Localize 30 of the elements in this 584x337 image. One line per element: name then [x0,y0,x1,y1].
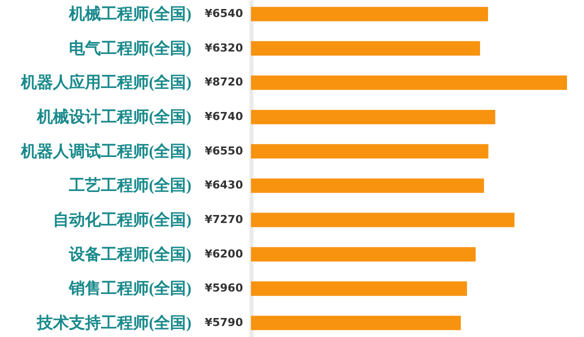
y-tick-label: 销售工程师(全国) [68,280,192,298]
bar [251,110,496,124]
y-tick-label: 机械工程师(全国) [68,5,192,24]
data-label: ¥5790 [204,316,244,329]
data-label: ¥8720 [204,76,244,89]
bar [251,247,476,262]
bar [251,281,467,296]
bar [251,6,488,22]
y-tick-label: 电气工程师(全国) [68,39,192,58]
y-tick-label: 设备工程师(全国) [68,245,192,264]
y-tick-label: 机器人调试工程师(全国) [20,142,192,160]
bar [251,178,484,193]
data-label: ¥6320 [204,41,244,54]
data-label: ¥6430 [204,178,244,192]
y-tick-label: 自动化工程师(全国) [52,210,192,229]
bar [251,212,514,228]
data-label: ¥6200 [204,247,244,260]
y-tick-label: 机械设计工程师(全国) [36,108,192,126]
bar [251,144,488,159]
data-label: ¥6740 [204,110,244,124]
y-tick-label: 技术支持工程师(全国) [36,314,192,332]
bar [251,316,461,330]
bar [251,41,480,56]
data-label: ¥6540 [204,7,244,20]
data-label: ¥6550 [204,144,244,158]
data-label: ¥7270 [204,212,244,226]
bar [251,76,567,90]
y-tick-label: 机器人应用工程师(全国) [20,72,192,92]
data-label: ¥5960 [204,282,244,295]
y-tick-label: 工艺工程师(全国) [68,176,192,195]
